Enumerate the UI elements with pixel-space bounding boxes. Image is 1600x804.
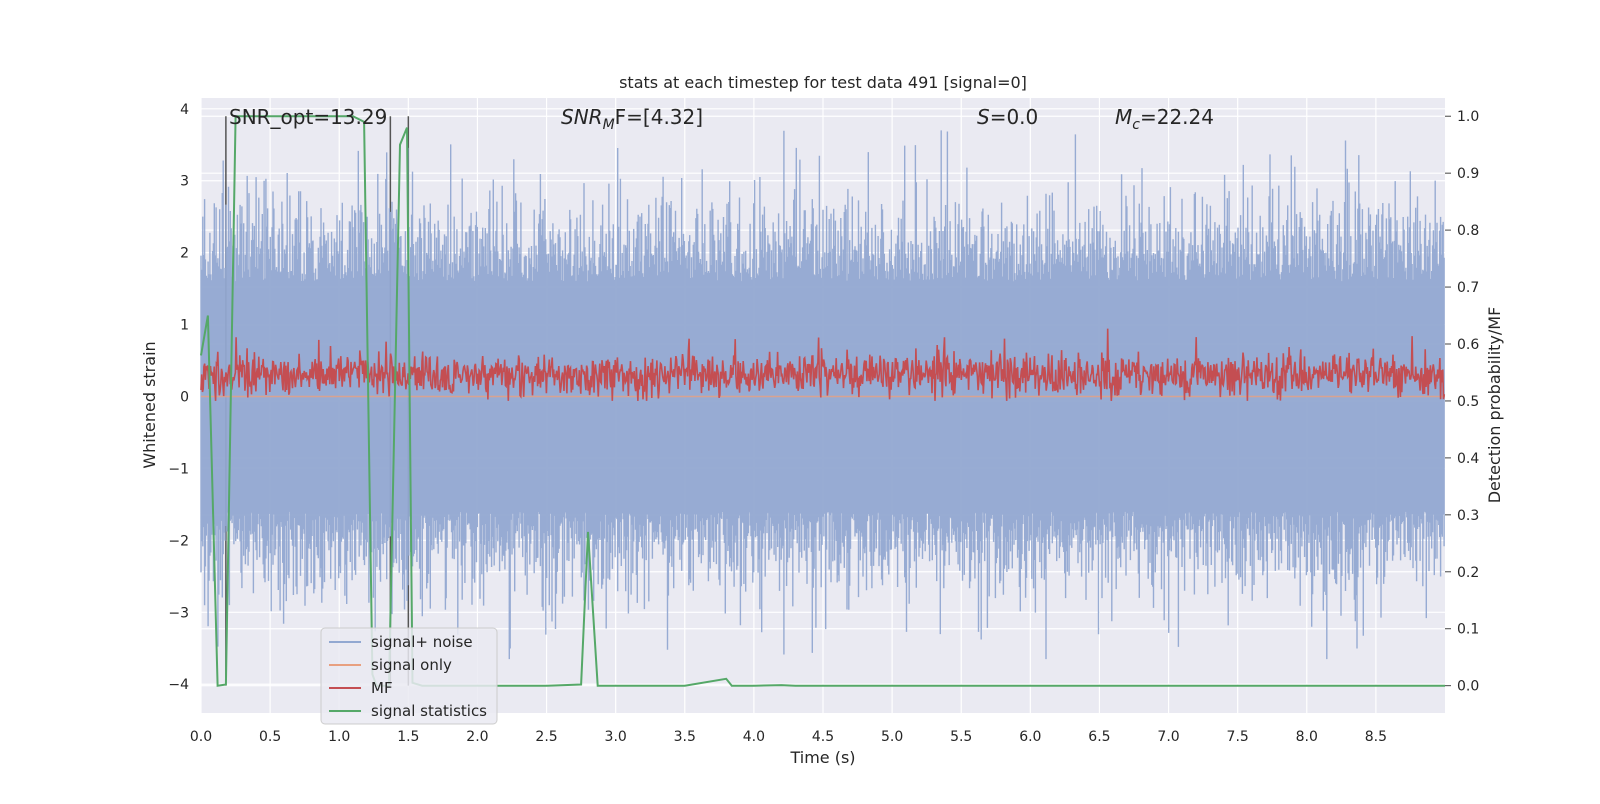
tick-labels: 0.0 0.5 1.0 1.5 2.0 2.5 3.0 3.5 4.0 4.5 5.0 5.5 6.0 6…	[168, 102, 1479, 745]
legend: signal+ noise signal only MF signal stat…	[320, 627, 498, 725]
annotation-snr-mf-rest: F=[4.32]	[615, 105, 703, 129]
y-tick-label-left: −1	[168, 461, 189, 477]
x-tick-label: 5.0	[881, 729, 903, 745]
x-tick-label: 8.5	[1365, 729, 1387, 745]
signal-statistics-line	[200, 115, 1445, 687]
y-tick-label-right: 0.2	[1457, 565, 1479, 581]
x-tick-label: 3.0	[605, 729, 627, 745]
annotation-s: S=0.0	[977, 105, 1038, 129]
legend-label-mf: MF	[371, 679, 393, 697]
y-tick-label-right: 1.0	[1457, 109, 1479, 125]
y-tick-label-left: 2	[180, 246, 189, 262]
annotation-snr-mf: SNRMF=[4.32]	[561, 105, 703, 133]
x-tick-label: 6.0	[1019, 729, 1041, 745]
x-tick-label: 8.0	[1296, 729, 1318, 745]
y-tick-label-right: 0.6	[1457, 337, 1479, 353]
x-tick-label: 0.5	[259, 729, 281, 745]
series-signal-statistics	[200, 115, 1445, 687]
mf-line	[200, 328, 1446, 401]
y-tick-label-right: 0.9	[1457, 166, 1479, 182]
annotation-snr-mf-sub: M	[603, 117, 615, 133]
x-tick-label: 3.5	[674, 729, 696, 745]
annotation-snr-mf-main: SNR	[561, 105, 603, 129]
annotation-s-rest: =0.0	[990, 105, 1039, 129]
x-tick-label: 4.0	[743, 729, 765, 745]
legend-box	[320, 627, 498, 725]
x-tick-label: 1.5	[397, 729, 419, 745]
y-tick-label-left: −4	[168, 677, 189, 693]
y-tick-label-right: 0.8	[1457, 223, 1479, 239]
x-tick-label: 6.5	[1088, 729, 1110, 745]
y-tick-label-left: 3	[180, 174, 189, 190]
x-tick-label: 7.5	[1227, 729, 1249, 745]
x-tick-label: 1.0	[328, 729, 350, 745]
x-tick-label: 0.0	[190, 729, 212, 745]
y-tick-label-left: 4	[180, 102, 189, 118]
y-tick-label-left: 1	[180, 318, 189, 334]
y-tick-label-left: −2	[168, 533, 189, 549]
series-mf	[200, 328, 1446, 401]
annotation-s-italic: S	[977, 105, 990, 129]
legend-label-signal-statistics: signal statistics	[371, 702, 487, 720]
y-tick-label-right: 0.1	[1457, 622, 1479, 638]
y-tick-label-left: −3	[168, 605, 189, 621]
x-tick-label: 2.5	[535, 729, 557, 745]
x-tick-label: 5.5	[950, 729, 972, 745]
x-axis-label: Time (s)	[789, 748, 855, 767]
chart-title: stats at each timestep for test data 491…	[619, 73, 1027, 92]
x-tick-label: 4.5	[812, 729, 834, 745]
y-axis-label-left: Whitened strain	[140, 341, 159, 468]
annotation-mc: Mc=22.24	[1115, 105, 1214, 133]
x-tick-label: 2.0	[466, 729, 488, 745]
x-tick-label: 7.0	[1157, 729, 1179, 745]
y-tick-label-left: 0	[180, 390, 189, 406]
annotation-mc-main: M	[1115, 105, 1132, 129]
legend-label-signal-only: signal only	[371, 656, 452, 674]
y-tick-label-right: 0.5	[1457, 394, 1479, 410]
y-axis-label-right: Detection probability/MF	[1485, 307, 1504, 504]
y-tick-label-right: 0.7	[1457, 280, 1479, 296]
y-tick-label-right: 0.0	[1457, 679, 1479, 695]
y-tick-label-right: 0.4	[1457, 451, 1479, 467]
annotation-mc-sub: c	[1132, 117, 1140, 133]
y-tick-label-right: 0.3	[1457, 508, 1479, 524]
legend-label-signal-noise: signal+ noise	[371, 633, 473, 651]
annotation-mc-rest: =22.24	[1140, 105, 1214, 129]
annotation-snr-opt: SNR_opt=13.29	[229, 105, 387, 129]
